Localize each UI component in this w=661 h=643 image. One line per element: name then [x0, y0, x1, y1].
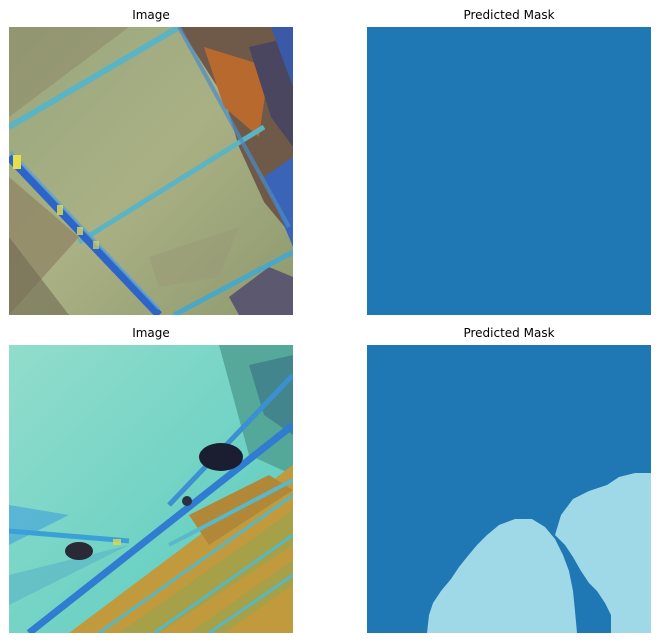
panel-title: Predicted Mask — [463, 326, 555, 340]
mask-region-left — [427, 519, 577, 633]
mask-region-right — [555, 473, 651, 633]
panel-title: Image — [132, 326, 170, 340]
predicted-mask — [367, 27, 651, 315]
panel-image-2: Image — [9, 326, 293, 633]
panel-image-1: Image — [9, 8, 293, 315]
predicted-mask — [367, 345, 651, 633]
panel-mask-2: Predicted Mask — [367, 326, 651, 633]
satellite-image — [9, 27, 293, 315]
satellite-image — [9, 345, 293, 633]
panel-title: Predicted Mask — [463, 8, 555, 22]
panel-title: Image — [132, 8, 170, 22]
panel-mask-1: Predicted Mask — [367, 8, 651, 315]
